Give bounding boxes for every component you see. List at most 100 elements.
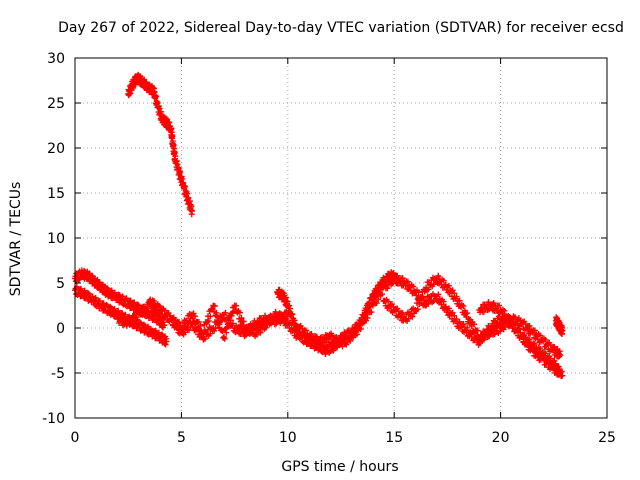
data-point	[161, 307, 168, 314]
data-point	[81, 287, 88, 294]
data-point	[559, 327, 566, 334]
data-point	[485, 299, 492, 306]
data-point	[200, 330, 207, 337]
data-point	[158, 331, 165, 338]
data-point	[213, 309, 220, 316]
data-point	[195, 319, 202, 326]
data-point	[509, 325, 516, 332]
data-point	[100, 300, 107, 307]
data-point	[385, 298, 392, 305]
data-point	[179, 175, 186, 182]
y-tick-label: -10	[42, 411, 65, 427]
data-point	[225, 323, 232, 330]
data-point	[330, 347, 337, 354]
data-point	[140, 321, 147, 328]
data-point	[512, 321, 519, 328]
y-tick-label: 10	[47, 231, 65, 247]
data-point	[368, 309, 375, 316]
data-point	[537, 345, 544, 352]
data-point	[197, 322, 204, 329]
data-point	[186, 319, 192, 326]
data-point	[445, 305, 452, 312]
data-point	[141, 310, 148, 317]
data-point	[234, 326, 241, 333]
data-point	[323, 339, 330, 346]
data-point	[219, 328, 226, 335]
data-point	[78, 285, 85, 292]
data-point	[471, 321, 477, 328]
data-point	[283, 315, 290, 322]
data-point	[211, 303, 218, 310]
data-point	[131, 299, 138, 306]
data-point	[333, 334, 340, 341]
data-point	[501, 307, 508, 314]
data-point	[445, 282, 452, 289]
data-point	[551, 357, 558, 364]
data-point	[144, 307, 151, 314]
data-point	[163, 338, 170, 345]
data-point	[379, 291, 386, 298]
ticks: 0 5 10 15 20 25 -10 -5 0 5 10 15 20 25 30	[42, 51, 616, 446]
data-point	[413, 292, 420, 299]
data-point	[451, 312, 458, 319]
data-point	[557, 352, 564, 358]
data-point	[182, 323, 189, 330]
data-point	[303, 327, 310, 334]
data-point	[212, 325, 219, 332]
data-point	[435, 272, 442, 279]
x-tick-label: 15	[385, 430, 403, 446]
data-point	[531, 327, 538, 334]
data-point	[233, 302, 240, 309]
data-point	[375, 296, 382, 303]
data-point	[537, 332, 544, 339]
data-point	[440, 298, 447, 305]
data-point	[460, 302, 467, 309]
data-point	[156, 105, 163, 112]
data-point	[289, 311, 296, 318]
data-point	[456, 297, 463, 304]
data-point	[506, 315, 513, 322]
data-point	[185, 194, 192, 201]
data-point	[474, 327, 481, 334]
data-point	[236, 309, 243, 316]
data-point	[415, 289, 422, 296]
y-tick-label: 25	[47, 96, 65, 112]
data-point	[172, 153, 179, 160]
data-point	[353, 331, 360, 338]
data-point	[559, 372, 566, 379]
data-point	[480, 309, 487, 316]
data-point	[460, 320, 467, 327]
data-point	[384, 285, 391, 292]
data-point	[286, 302, 293, 309]
y-tick-label: -5	[51, 366, 65, 382]
y-tick-label: 20	[47, 141, 65, 157]
data-point	[238, 314, 245, 321]
data-point	[222, 309, 229, 316]
x-tick-label: 10	[279, 430, 297, 446]
data-point	[215, 314, 222, 321]
x-tick-label: 5	[177, 430, 186, 446]
data-point	[268, 320, 275, 327]
data-point	[399, 310, 406, 317]
data-point	[399, 275, 406, 282]
data-point	[491, 324, 498, 331]
data-point	[464, 310, 471, 317]
data-point	[404, 278, 411, 285]
data-point	[409, 313, 416, 320]
data-point	[453, 316, 460, 323]
data-point	[156, 303, 163, 310]
data-point	[474, 333, 481, 340]
data-point	[221, 335, 228, 342]
data-point	[155, 329, 162, 336]
data-point	[161, 322, 168, 329]
data-point	[435, 291, 442, 298]
data-point	[262, 324, 269, 331]
data-point	[119, 293, 126, 300]
data-point	[162, 341, 169, 348]
data-point	[442, 303, 449, 310]
x-tick-label: 25	[598, 430, 616, 446]
data-point	[425, 300, 432, 307]
data-point	[416, 300, 423, 307]
data-point	[526, 322, 533, 329]
